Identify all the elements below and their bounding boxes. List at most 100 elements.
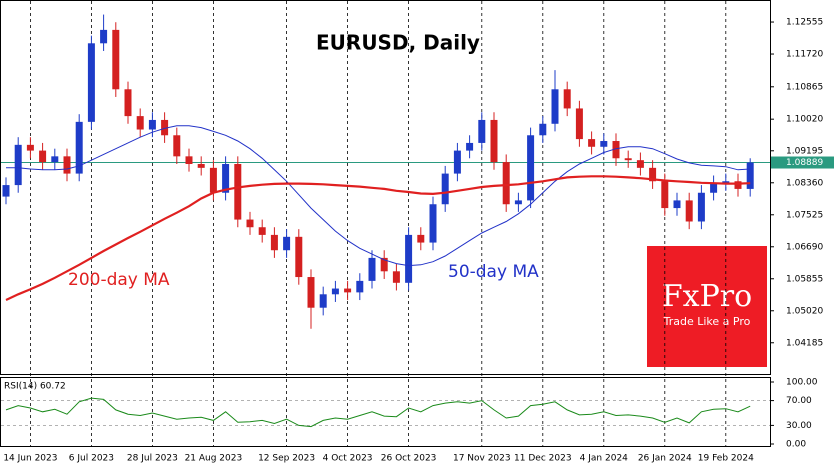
- y-tick-label: 1.10865: [786, 82, 823, 92]
- candle-body: [575, 108, 583, 140]
- x-tick-label: 19 Feb 2024: [698, 454, 754, 464]
- candle-body: [710, 183, 718, 193]
- candle-body: [295, 236, 303, 278]
- candle-body: [429, 204, 437, 243]
- y-tick-label: 1.08360: [786, 178, 823, 188]
- candle-body: [539, 123, 547, 136]
- rsi-tick-label: 30.00: [786, 421, 812, 431]
- rsi-label: RSI(14) 60.72: [4, 382, 66, 392]
- candle-body: [490, 119, 498, 163]
- candle-body: [283, 236, 291, 251]
- candle-body: [331, 288, 339, 295]
- candle-body: [563, 89, 571, 109]
- candle-body: [722, 181, 730, 184]
- candle-body: [466, 142, 474, 151]
- candle-body: [87, 43, 95, 122]
- last-price-box: [771, 156, 834, 169]
- y-tick-label: 1.04185: [786, 338, 823, 348]
- candle-body: [405, 234, 413, 283]
- candle-body: [661, 181, 669, 209]
- candle-body: [161, 119, 169, 136]
- candle-body: [673, 200, 681, 209]
- candle-body: [551, 89, 559, 124]
- candle-body: [185, 156, 193, 165]
- main-panel-frame: [0, 0, 771, 375]
- rsi-tick-label: 70.00: [786, 396, 812, 406]
- y-tick-label: 1.09195: [786, 146, 823, 156]
- candle-body: [356, 280, 364, 293]
- candle-body: [51, 156, 59, 163]
- series-label: 50-day MA: [448, 262, 539, 282]
- candle-body: [636, 160, 644, 168]
- x-tick-label: 17 Nov 2023: [453, 454, 511, 464]
- rsi-line: [5, 397, 751, 428]
- candle-body: [2, 185, 10, 197]
- candle-body: [75, 121, 83, 174]
- rsi-tick-label: 100.00: [786, 378, 818, 388]
- y-tick-label: 1.11720: [786, 50, 823, 60]
- candle-body: [173, 135, 181, 157]
- candle-body: [588, 139, 596, 147]
- last-price-label: 1.08889: [786, 158, 823, 168]
- logo: FxPro Trade Like a Pro: [647, 246, 767, 367]
- candle-body: [258, 227, 266, 235]
- candle-body: [209, 167, 217, 193]
- x-tick-label: 28 Jul 2023: [127, 454, 178, 464]
- candle-body: [624, 158, 632, 161]
- candle-body: [148, 119, 156, 130]
- candle-body: [478, 119, 486, 143]
- candle-body: [307, 277, 315, 308]
- x-tick-label: 12 Sep 2023: [258, 454, 315, 464]
- series-label: 200-day MA: [68, 270, 170, 290]
- x-tick-label: 26 Oct 2023: [381, 454, 437, 464]
- candle-body: [685, 200, 693, 222]
- y-tick-label: 1.07525: [786, 210, 823, 220]
- candle-body: [368, 257, 376, 281]
- candle-body: [527, 135, 535, 201]
- logo-box: [647, 246, 767, 367]
- candle-body: [63, 156, 71, 174]
- x-tick-label: 4 Jan 2024: [580, 454, 628, 464]
- candle-body: [502, 162, 510, 205]
- y-tick-label: 1.10020: [786, 115, 823, 125]
- candle-body: [380, 257, 388, 272]
- candle-body: [319, 294, 327, 308]
- candle-body: [514, 200, 522, 205]
- candle-body: [100, 29, 108, 44]
- rsi-tick-label: 0.00: [786, 440, 806, 450]
- candle-body: [612, 141, 620, 159]
- candle-body: [649, 167, 657, 182]
- y-tick-label: 1.12555: [786, 18, 823, 28]
- candle-body: [441, 173, 449, 205]
- candle-body: [222, 164, 230, 193]
- x-tick-label: 21 Aug 2023: [185, 454, 243, 464]
- y-tick-label: 1.06690: [786, 242, 823, 252]
- logo-name: FxPro: [662, 279, 752, 314]
- candle-body: [746, 162, 754, 189]
- candle-body: [112, 29, 120, 90]
- candle-body: [197, 164, 205, 168]
- y-tick-label: 1.05020: [786, 306, 823, 316]
- candle-body: [453, 150, 461, 174]
- candle-body: [246, 219, 254, 228]
- x-tick-label: 11 Dec 2023: [514, 454, 572, 464]
- candle-body: [14, 144, 22, 186]
- candle-body: [392, 271, 400, 283]
- candle-body: [734, 181, 742, 189]
- ma-line: [5, 175, 751, 301]
- candle-body: [124, 89, 132, 117]
- rsi-panel-frame: [0, 377, 771, 447]
- chart-title: EURUSD, Daily: [316, 31, 480, 55]
- logo-tagline: Trade Like a Pro: [663, 315, 751, 328]
- candle-body: [344, 288, 352, 293]
- x-tick-label: 4 Oct 2023: [323, 454, 373, 464]
- candle-body: [234, 164, 242, 220]
- candle-body: [600, 141, 608, 147]
- x-tick-label: 26 Jan 2024: [638, 454, 692, 464]
- y-tick-label: 1.05855: [786, 274, 823, 284]
- x-tick-label: 6 Jul 2023: [69, 454, 114, 464]
- candle-body: [697, 192, 705, 222]
- ma-line: [6, 125, 751, 267]
